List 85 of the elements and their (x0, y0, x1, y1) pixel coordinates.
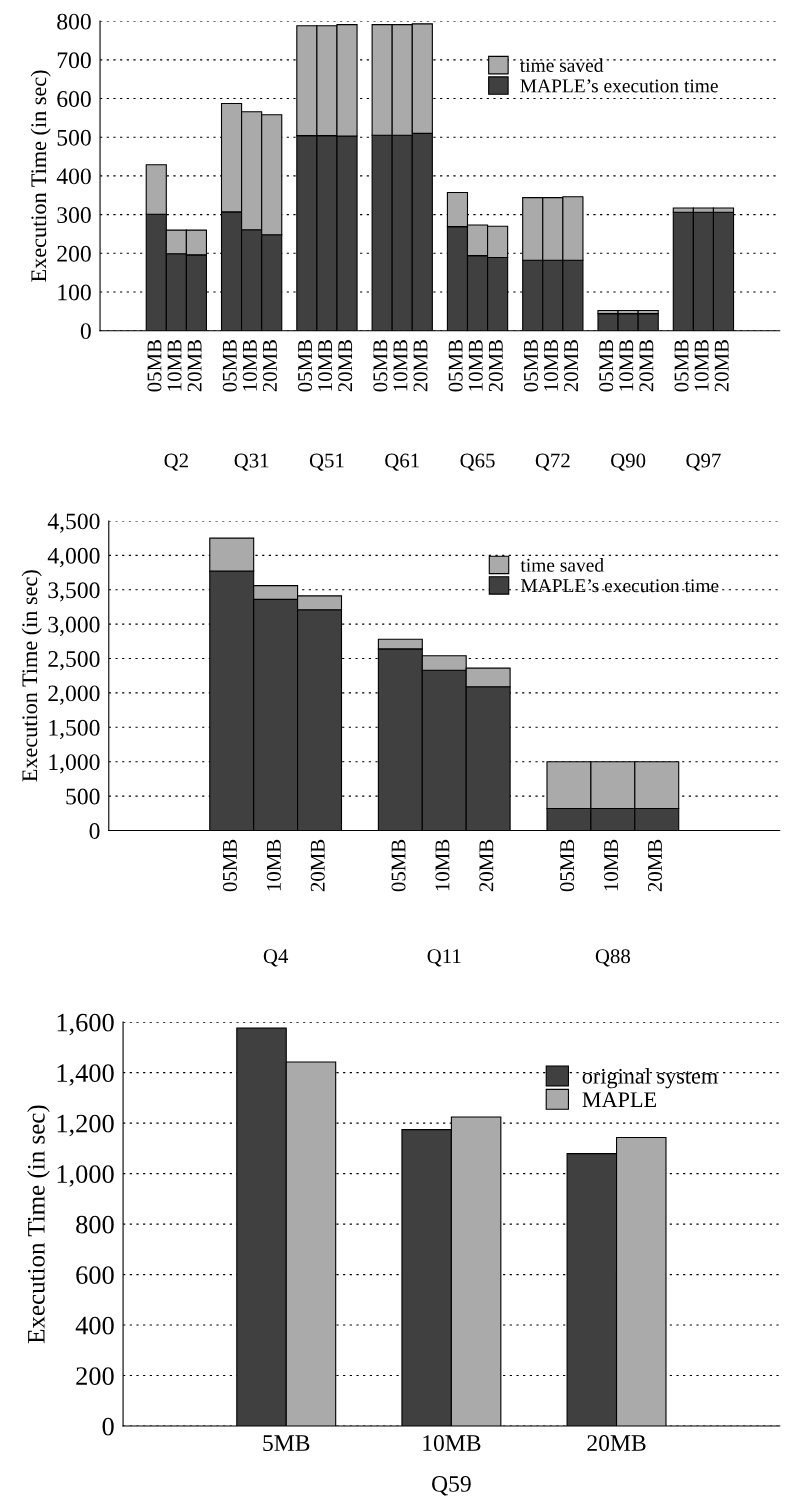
x-tick-label: 20MB (647, 839, 662, 892)
legend-label: MAPLE’s execution time (520, 79, 718, 93)
x-tick-label: 05MB (599, 340, 614, 392)
y-tick-label: 400 (56, 168, 91, 185)
x-tick-label: 10MB (318, 340, 333, 391)
x-tick-label: 10MB (604, 839, 619, 891)
x-tick-label: 05MB (147, 340, 162, 392)
x-tick-label: 20MB (413, 340, 428, 392)
x-tick-label: 20MB (587, 1435, 646, 1451)
y-tick-label: 2,000 (48, 685, 100, 705)
y-tick-label: 4,000 (47, 547, 100, 568)
y-tick-label: 1,000 (49, 754, 100, 774)
y-tick-label: 3,000 (48, 616, 100, 636)
y-tick-label: 1,200 (57, 1114, 114, 1137)
legend-label: time saved (520, 558, 604, 572)
x-tick-label: 10MB (242, 340, 257, 391)
x-tick-label: 10MB (167, 340, 182, 391)
x-tick-label: 10MB (435, 839, 450, 891)
y-tick-label: 800 (57, 13, 91, 30)
legend-label: MAPLE’s execution time (520, 579, 719, 593)
y-tick-label: 1,600 (57, 1013, 114, 1036)
x-tick-label: 10MB (393, 340, 408, 391)
x-tick-label: 10MB (423, 1435, 481, 1451)
y-tick-label: 100 (58, 284, 91, 301)
y-tick-label: 700 (57, 52, 91, 69)
y-tick-label: 3,500 (48, 582, 100, 602)
y-axis-title: Execution Time (in sec) (21, 570, 42, 782)
x-tick-label: 10MB (266, 839, 281, 891)
y-tick-label: 300 (57, 207, 91, 224)
x-tick-label: 20MB (488, 340, 503, 392)
y-tick-label: 1,000 (57, 1165, 114, 1187)
x-tick-label: 20MB (564, 340, 579, 392)
text: Q90 (611, 453, 646, 471)
y-tick-label: 600 (76, 1266, 114, 1284)
text: Q2 (164, 453, 188, 471)
x-tick-label: 05MB (373, 340, 388, 392)
x-tick-label: 20MB (714, 340, 729, 392)
y-tick-label: 0 (89, 822, 100, 839)
x-tick-label: 20MB (639, 340, 654, 392)
y-tick-label: 0 (102, 1417, 114, 1436)
x-tick-label: 05MB (391, 839, 406, 892)
x-tick-label: 10MB (619, 340, 634, 391)
x-tick-label: 10MB (543, 340, 559, 391)
y-axis-title: Execution Time (in sec) (30, 70, 51, 282)
text: Q88 (595, 949, 630, 967)
x-tick-label: 10MB (468, 340, 483, 391)
y-tick-label: 1,400 (57, 1064, 114, 1086)
text: Q61 (385, 453, 419, 471)
x-tick-label: 10MB (694, 340, 709, 391)
text: Q11 (427, 949, 461, 967)
x-tick-label: 20MB (338, 340, 353, 392)
y-tick-label: 500 (57, 129, 91, 146)
y-axis-title: Execution Time (in sec) (27, 1105, 50, 1344)
x-tick-label: 05MB (674, 340, 689, 392)
x-tick-label: 5MB (263, 1435, 310, 1451)
text: Q72 (535, 453, 570, 471)
x-tick-label: 20MB (479, 839, 494, 892)
x-tick-label: 05MB (448, 340, 463, 392)
y-tick-label: 4,500 (47, 513, 100, 533)
x-axis-title: Q59 (432, 1475, 471, 1496)
x-tick-label: 20MB (187, 340, 202, 392)
text: Q65 (460, 453, 495, 471)
legend-label: time saved (519, 58, 604, 72)
y-tick-label: 800 (76, 1215, 114, 1234)
x-tick-label: 05MB (298, 340, 313, 392)
y-tick-label: 1,500 (49, 719, 100, 740)
legend-label: original system (582, 1068, 718, 1089)
y-tick-label: 600 (57, 91, 91, 107)
x-tick-label: 05MB (560, 839, 575, 892)
text: Q31 (234, 453, 269, 471)
y-tick-label: 200 (76, 1367, 114, 1385)
y-tick-label: 0 (80, 323, 91, 340)
text: Q51 (309, 453, 344, 471)
y-tick-label: 500 (66, 788, 100, 805)
y-tick-label: 2,500 (48, 651, 100, 671)
x-tick-label: 20MB (262, 340, 277, 392)
text: Q97 (686, 453, 721, 471)
x-tick-label: 05MB (523, 340, 538, 392)
y-tick-label: 400 (75, 1316, 114, 1335)
text: Q4 (263, 949, 289, 967)
y-tick-label: 200 (57, 245, 91, 262)
legend-label: MAPLE (582, 1092, 656, 1107)
x-tick-label: 20MB (310, 839, 325, 892)
x-tick-label: 05MB (222, 839, 237, 892)
x-tick-label: 05MB (222, 340, 237, 392)
